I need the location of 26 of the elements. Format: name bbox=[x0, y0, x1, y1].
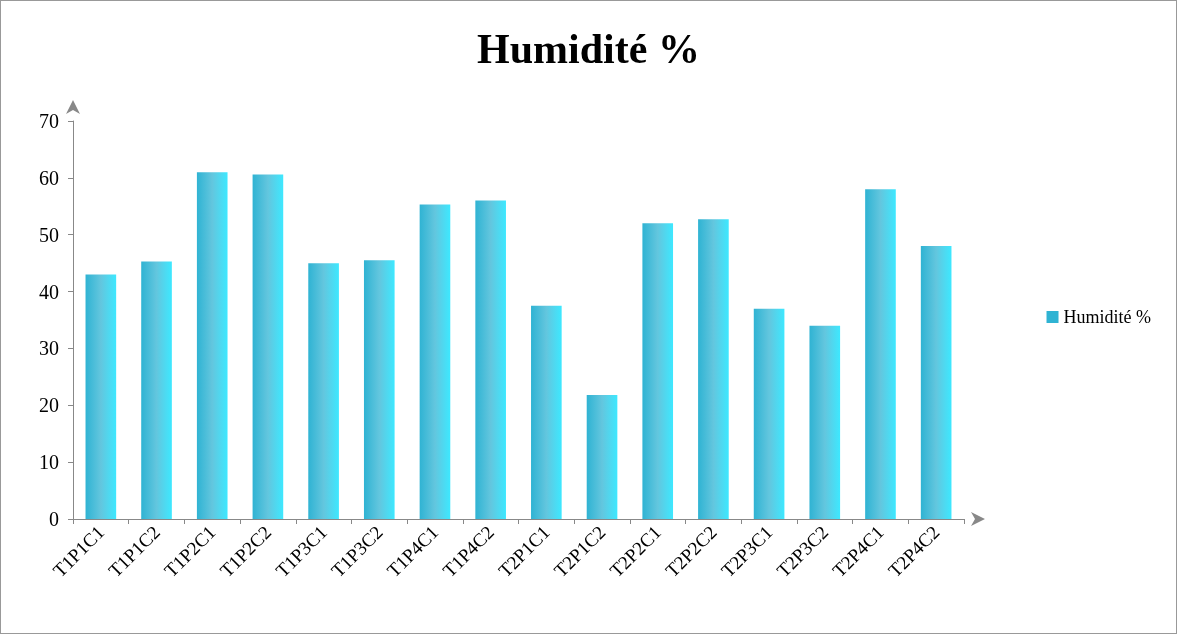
bar bbox=[419, 204, 451, 519]
chart-title: Humidité % bbox=[477, 26, 700, 72]
y-tick-label: 50 bbox=[39, 223, 59, 246]
y-tick-label: 70 bbox=[39, 110, 59, 132]
y-tick-label: 20 bbox=[39, 394, 59, 417]
bar bbox=[809, 325, 841, 519]
bar bbox=[920, 246, 952, 519]
bar bbox=[252, 174, 284, 519]
bar bbox=[363, 260, 395, 519]
y-tick-label: 10 bbox=[39, 451, 59, 474]
bar bbox=[865, 189, 896, 519]
y-tick-label: 40 bbox=[39, 280, 59, 303]
bar bbox=[196, 172, 228, 519]
legend-label: Humidité % bbox=[1063, 307, 1152, 327]
bar bbox=[141, 261, 172, 519]
bar bbox=[698, 219, 729, 519]
bar bbox=[642, 223, 674, 519]
y-tick-label: 30 bbox=[39, 337, 59, 360]
bar bbox=[85, 274, 117, 519]
bar bbox=[475, 200, 506, 519]
bar bbox=[531, 305, 562, 519]
bar bbox=[586, 395, 618, 519]
bar bbox=[308, 263, 339, 519]
y-tick-label: 60 bbox=[39, 166, 59, 189]
bar bbox=[753, 308, 785, 519]
y-tick-label: 0 bbox=[49, 508, 59, 530]
